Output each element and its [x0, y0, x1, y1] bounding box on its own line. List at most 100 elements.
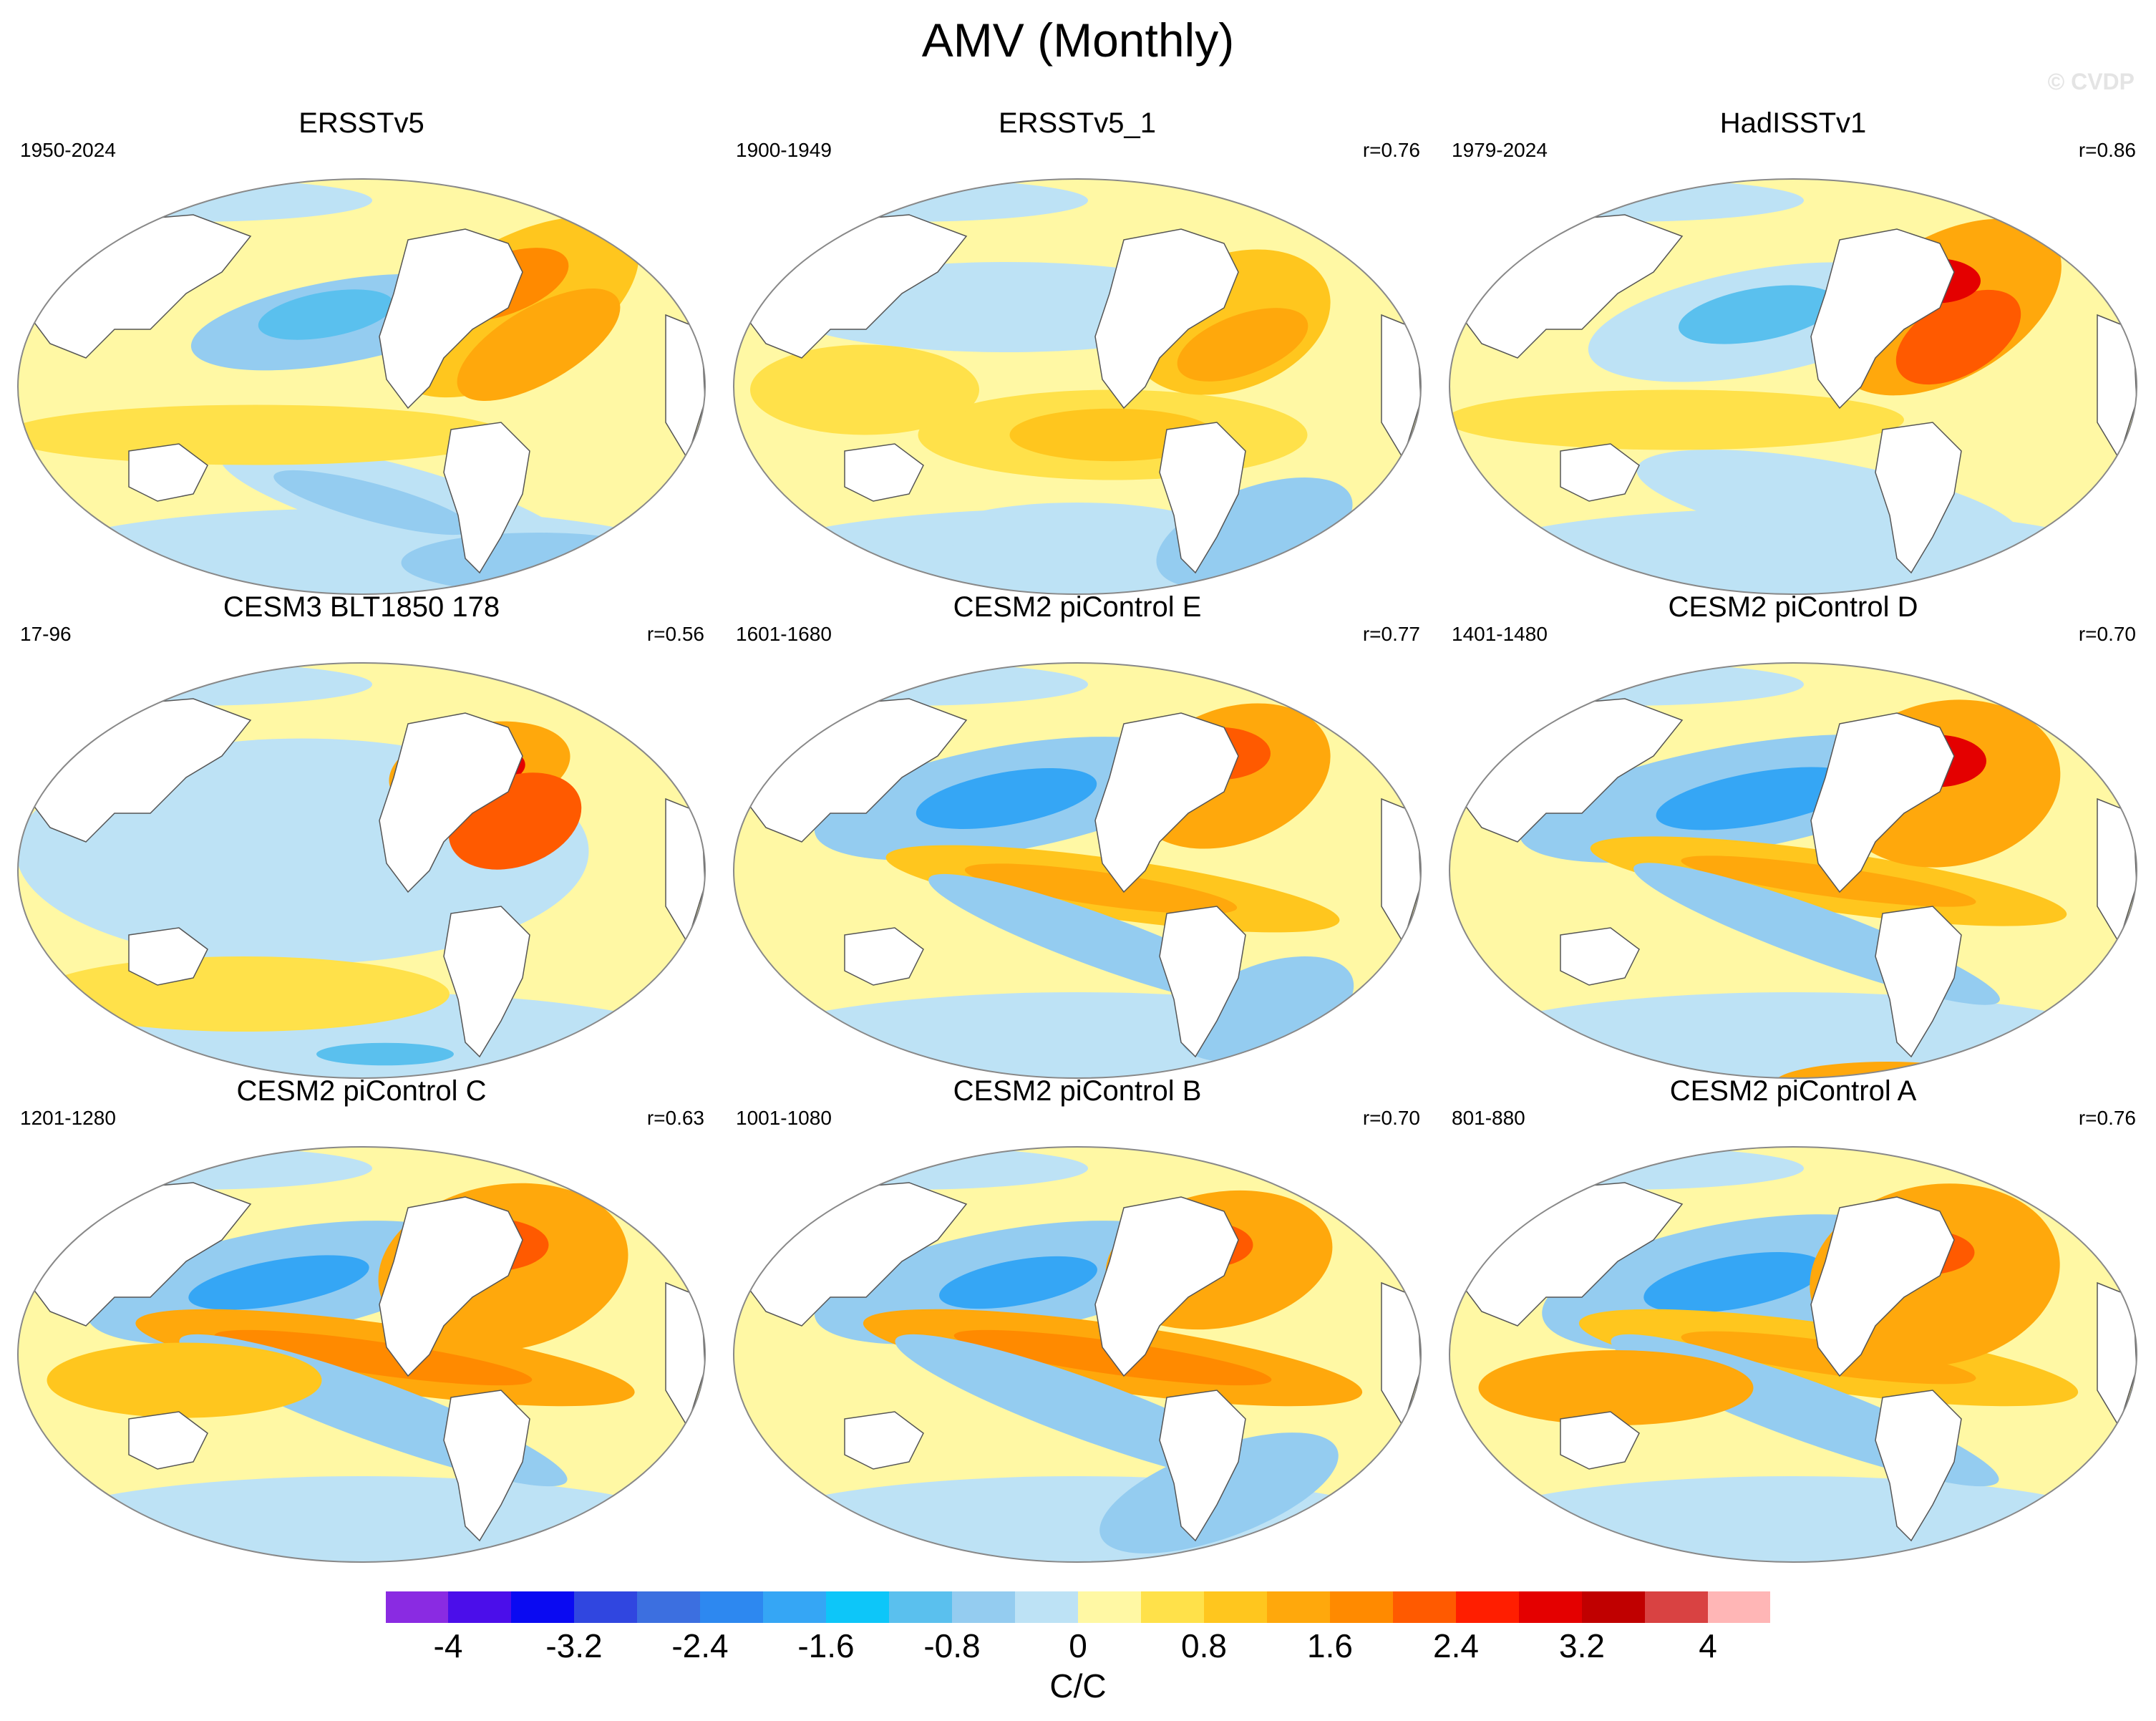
map-panel: CESM2 piControl B 1001-1080 r=0.70 — [723, 1075, 1432, 1563]
map-border — [17, 178, 706, 595]
panel-correlation: r=0.70 — [1362, 1107, 1420, 1129]
panel-years: 1950-2024 — [20, 139, 116, 161]
sst-regression-map — [17, 1146, 706, 1563]
panel-years: 1900-1949 — [736, 139, 832, 161]
colorbar-swatch — [637, 1591, 701, 1624]
map-border — [17, 662, 706, 1079]
map-panel: HadISSTv1 1979-2024 r=0.86 — [1439, 107, 2147, 595]
panel-title: HadISSTv1 — [1719, 107, 1867, 139]
land-mass — [1810, 228, 1955, 409]
map-panel: CESM2 piControl E 1601-1680 r=0.77 — [723, 591, 1432, 1079]
colorbar-swatch — [889, 1591, 953, 1624]
sst-regression-map — [1449, 662, 2137, 1079]
panel-years: 801-880 — [1452, 1107, 1525, 1129]
land-mass — [1094, 712, 1239, 893]
colorbar-tick: 0 — [1069, 1627, 1087, 1664]
land-mass — [1094, 228, 1239, 409]
land-mass — [1810, 712, 1955, 893]
map-panel: CESM3 BLT1850 178 17-96 r=0.56 — [7, 591, 716, 1079]
map-border — [17, 1146, 706, 1563]
panel-title: CESM2 piControl C — [236, 1075, 487, 1107]
panel-years: 1979-2024 — [1452, 139, 1548, 161]
land-mass — [443, 1390, 530, 1542]
colorbar-swatch — [1456, 1591, 1520, 1624]
colorbar-tick: 1.6 — [1307, 1627, 1353, 1664]
colorbar-swatch — [1645, 1591, 1709, 1624]
panel-title: ERSSTv5_1 — [998, 107, 1157, 139]
land-mass — [1159, 1390, 1246, 1542]
land-mass — [1094, 1196, 1239, 1377]
colorbar-tick: -4 — [433, 1627, 463, 1664]
map-panel: CESM2 piControl D 1401-1480 r=0.70 — [1439, 591, 2147, 1079]
sst-regression-map — [17, 178, 706, 595]
panel-years: 1401-1480 — [1452, 623, 1548, 645]
land-mass — [128, 927, 208, 986]
land-mass — [1875, 1390, 1962, 1542]
sst-regression-map — [1449, 178, 2137, 595]
colorbar-tick: -1.6 — [797, 1627, 855, 1664]
panel-title: CESM2 piControl D — [1668, 591, 1918, 623]
land-mass — [844, 443, 924, 502]
map-panel: ERSSTv5_1 1900-1949 r=0.76 — [723, 107, 1432, 595]
panel-correlation: r=0.76 — [2078, 1107, 2136, 1129]
cvdp-watermark: © CVDP — [2047, 69, 2135, 94]
figure-title: AMV (Monthly) — [921, 14, 1235, 67]
colorbar-tick: -3.2 — [545, 1627, 603, 1664]
panel-title: ERSSTv5 — [298, 107, 424, 139]
panel-title: CESM2 piControl B — [953, 1075, 1202, 1107]
colorbar-swatch — [826, 1591, 890, 1624]
sst-regression-map — [733, 1146, 1422, 1563]
sst-regression-map — [733, 178, 1422, 595]
panel-correlation: r=0.56 — [646, 623, 704, 645]
map-border — [1449, 178, 2137, 595]
panel-correlation: r=0.63 — [646, 1107, 704, 1129]
colorbar-swatch — [1015, 1591, 1079, 1624]
colorbar — [385, 1591, 1771, 1624]
land-mass — [1159, 906, 1246, 1058]
colorbar-swatch — [952, 1591, 1016, 1624]
map-panel: CESM2 piControl C 1201-1280 r=0.63 — [7, 1075, 716, 1563]
map-panel: CESM2 piControl A 801-880 r=0.76 — [1439, 1075, 2147, 1563]
panel-years: 1601-1680 — [736, 623, 832, 645]
colorbar-swatch — [1078, 1591, 1142, 1624]
colorbar-swatch — [574, 1591, 638, 1624]
panel-correlation: r=0.77 — [1362, 623, 1420, 645]
colorbar-swatch — [700, 1591, 764, 1624]
colorbar-tick: 3.2 — [1559, 1627, 1605, 1664]
land-mass — [1560, 927, 1640, 986]
land-mass — [1159, 422, 1246, 574]
sst-regression-map — [733, 662, 1422, 1079]
colorbar-units: C/C — [1049, 1667, 1107, 1705]
colorbar-swatch — [1708, 1591, 1771, 1624]
map-border — [1449, 1146, 2137, 1563]
land-mass — [443, 422, 530, 574]
panel-title: CESM3 BLT1850 178 — [223, 591, 500, 623]
land-mass — [1810, 1196, 1955, 1377]
colorbar-tick: 4 — [1699, 1627, 1717, 1664]
colorbar-tick: 2.4 — [1433, 1627, 1479, 1664]
colorbar-swatch — [1204, 1591, 1268, 1624]
land-mass — [379, 228, 523, 409]
land-mass — [1875, 906, 1962, 1058]
colorbar-swatch — [385, 1591, 449, 1624]
colorbar-swatch — [763, 1591, 827, 1624]
map-panel: ERSSTv5 1950-2024 — [7, 107, 716, 595]
panel-years: 1001-1080 — [736, 1107, 832, 1129]
panel-years: 17-96 — [20, 623, 72, 645]
panel-years: 1201-1280 — [20, 1107, 116, 1129]
land-mass — [1875, 422, 1962, 574]
land-mass — [844, 927, 924, 986]
colorbar-tick-labels: -4 -3.2 -2.4 -1.6 -0.8 0 0.8 1.6 2.4 3.2 4 — [385, 1627, 1771, 1669]
colorbar-swatch — [1267, 1591, 1331, 1624]
colorbar-swatch — [1330, 1591, 1394, 1624]
panel-correlation: r=0.70 — [2078, 623, 2136, 645]
land-mass — [128, 443, 208, 502]
land-mass — [844, 1411, 924, 1470]
land-mass — [1560, 1411, 1640, 1470]
map-border — [733, 1146, 1422, 1563]
colorbar-tick: -0.8 — [923, 1627, 981, 1664]
colorbar-tick: -2.4 — [671, 1627, 729, 1664]
map-border — [733, 662, 1422, 1079]
panel-correlation: r=0.86 — [2078, 139, 2136, 161]
land-mass — [379, 712, 523, 893]
